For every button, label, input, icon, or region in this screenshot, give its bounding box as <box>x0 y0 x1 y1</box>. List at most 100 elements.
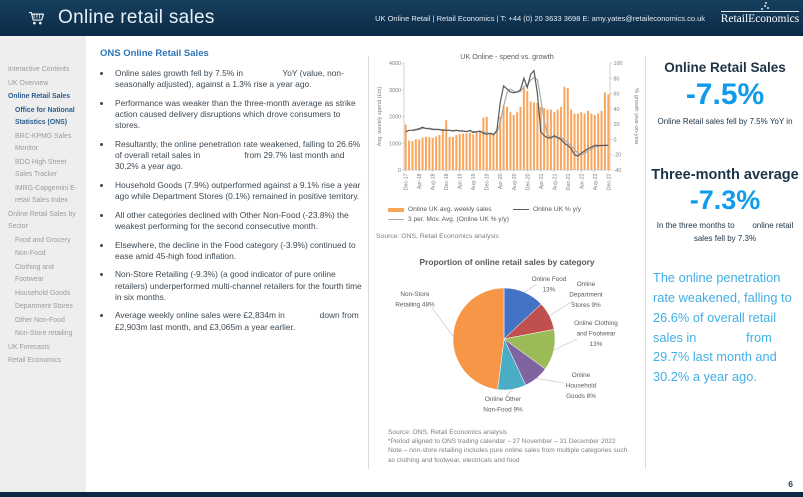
svg-text:UK Online - spend vs. growth: UK Online - spend vs. growth <box>460 52 553 61</box>
svg-text:Aug-19: Aug-19 <box>471 173 477 190</box>
sidebar-item-household-goods[interactable]: Household Goods <box>15 289 71 297</box>
svg-text:Dec-20: Dec-20 <box>525 173 531 190</box>
shopping-cart-icon <box>28 11 45 24</box>
kpi2-caption: In the three months to online retail sal… <box>656 221 794 244</box>
line-series-swatch <box>513 209 529 210</box>
kpi1-title: Online Retail Sales <box>664 60 786 75</box>
svg-text:80: 80 <box>614 76 620 82</box>
section-heading: ONS Online Retail Sales <box>100 48 209 59</box>
spend-vs-growth-chart: UK Online - spend vs. growth010002000300… <box>377 52 639 190</box>
combo-chart-source: Source: ONS, Retail Economics analysis <box>376 233 499 240</box>
bullet-item: All other categories declined with Other… <box>112 210 364 232</box>
charts-section: UK Online - spend vs. growth 0 1000 2000 300… <box>374 50 640 465</box>
sidebar-item-non-food[interactable]: Non-Food <box>15 250 46 257</box>
sidebar-item-non-store-retailing[interactable]: Non-Store retailing <box>15 330 73 337</box>
svg-text:Aug-18: Aug-18 <box>431 173 437 190</box>
pie-chart-title: Proportion of online retail sales by cat… <box>419 257 595 267</box>
kpi2-value: -7.3% <box>689 184 761 215</box>
svg-text:0: 0 <box>614 137 617 143</box>
sidebar-item-brc-kpmg-sales-monitor[interactable]: BRC-KPMG Sales Monitor <box>15 132 72 153</box>
svg-text:Dec-21: Dec-21 <box>566 173 572 190</box>
online-sales-category-pie-chart: Online Food 13%Online Department Stores 9% O… <box>395 276 618 414</box>
legend-label-moving-average: 3 per. Mov. Avg. (Online UK % y/y) <box>408 216 509 223</box>
svg-text:Dec-22: Dec-22 <box>606 173 612 190</box>
page-title: Online retail sales <box>58 7 215 28</box>
sidebar-navigation: Interactive Contents UK Overview Online Re… <box>0 36 86 492</box>
legend-label-growth: Online UK % y/y <box>533 206 582 213</box>
kpi2-title: Three-month average <box>651 166 799 183</box>
legend-label-bars: Online UK avg. weekly sales <box>408 206 492 213</box>
svg-text:1000: 1000 <box>389 141 401 147</box>
moving-average-swatch <box>388 219 404 220</box>
svg-text:Apr-20: Apr-20 <box>498 173 504 189</box>
sidebar-item-uk-forecasts[interactable]: UK Forecasts <box>8 343 50 351</box>
footnote-line: Note – non-store retailing includes pure… <box>388 447 628 464</box>
sidebar-item-office-for-national-statistics-ons[interactable]: Office for National Statistics (ONS) <box>15 106 75 127</box>
sidebar-item-interactive-contents[interactable]: Interactive Contents <box>8 66 70 73</box>
footnote-line: Source: ONS, Retail Economics analysis <box>388 429 508 436</box>
vertical-divider-right <box>645 56 646 469</box>
bullet-list: Online sales growth fell by 7.5% in YoY … <box>100 68 364 333</box>
penetration-highlight-text: The online penetration rate weakened, fa… <box>653 270 792 385</box>
sidebar-item-bdo-high-street-sales-tracker[interactable]: BDO High Street Sales Tracker <box>15 158 67 179</box>
sidebar-item-retail-economics[interactable]: Retail Economics <box>8 357 62 364</box>
svg-text:-40: -40 <box>614 168 622 174</box>
logo-dots-icon <box>764 5 766 7</box>
svg-text:Apr-21: Apr-21 <box>539 173 545 189</box>
svg-text:Dec-17: Dec-17 <box>404 173 410 190</box>
sidebar-item-online-retail-sales-by-sector[interactable]: Online Retail Sales by Sector <box>8 210 76 231</box>
svg-text:3000: 3000 <box>389 88 401 94</box>
retail-economics-logo: RetailEconomics <box>717 0 803 36</box>
commentary-section: ONS Online Retail Sales Online sales gro… <box>100 48 364 340</box>
svg-text:Dec-19: Dec-19 <box>485 173 491 190</box>
svg-text:Aug-21: Aug-21 <box>552 173 558 190</box>
bullet-item: Non-Store Retailing (-9.3%) (a good indi… <box>112 269 364 303</box>
sidebar-item-imrg-capgemini-e-retail-sales-index[interactable]: IMRG-Capgemini E-retail Sales Index <box>15 184 78 205</box>
sidebar-item-food-and-grocery[interactable]: Food and Grocery <box>15 236 71 244</box>
bullet-item: Household Goods (7.9%) outperformed agai… <box>112 180 364 202</box>
sidebar-item-department-stores[interactable]: Department Stores <box>15 303 73 310</box>
bullet-item: Elsewhere, the decline in the Food categ… <box>112 240 364 262</box>
svg-text:Aug-20: Aug-20 <box>512 173 518 190</box>
svg-text:2000: 2000 <box>389 115 401 121</box>
svg-text:% growth year-on-year: % growth year-on-year <box>633 88 639 145</box>
sidebar-item-clothing-and-footwear[interactable]: Clothing and Footwear <box>15 263 54 284</box>
sidebar-item-other-non-food[interactable]: Other Non-Food <box>15 316 65 324</box>
kpi1-value: -7.5% <box>685 78 765 111</box>
combo-chart-legend: Online UK avg. weekly sales Online UK % … <box>374 206 640 223</box>
footnote-line: *Period aligned to ONS trading calendar … <box>388 438 616 446</box>
page-number: 6 <box>788 479 793 489</box>
svg-text:Apr-18: Apr-18 <box>417 173 423 189</box>
svg-text:Apr-19: Apr-19 <box>458 173 464 189</box>
svg-text:Avg. weekly spend (£m): Avg. weekly spend (£m) <box>377 87 383 147</box>
header-contact-info: UK Online Retail | Retail Economics | T:… <box>375 13 705 23</box>
svg-text:Apr-22: Apr-22 <box>579 173 585 189</box>
footer-bar <box>0 492 803 497</box>
sidebar-item-online-retail-sales[interactable]: Online Retail Sales <box>8 93 71 100</box>
kpi-panel: Online Retail Sales -7.5% Online Retail … <box>651 60 799 387</box>
bullet-item: Performance was weaker than the three-mo… <box>112 98 364 132</box>
svg-text:40: 40 <box>614 107 620 113</box>
bar-series-swatch <box>388 207 404 212</box>
svg-text:0: 0 <box>398 168 401 174</box>
svg-text:100: 100 <box>614 61 623 67</box>
bullet-item: Resultantly, the online penetration rate… <box>112 139 364 173</box>
footnotes: Source: ONS, Retail Economics analysis *P… <box>374 428 640 465</box>
bullet-item: Online sales growth fell by 7.5% in YoY … <box>112 68 364 90</box>
svg-text:Dec-18: Dec-18 <box>444 173 450 190</box>
kpi1-caption: Online Retail sales fell by 7.5% YoY in <box>657 117 793 126</box>
sidebar-item-uk-overview[interactable]: UK Overview <box>8 79 49 87</box>
svg-text:60: 60 <box>614 92 620 98</box>
svg-text:-20: -20 <box>614 153 622 159</box>
svg-text:20: 20 <box>614 122 620 128</box>
bullet-item: Average weekly online sales were £2,834m… <box>112 310 364 332</box>
svg-text:Aug-22: Aug-22 <box>593 173 599 190</box>
header-bar: Online retail sales UK Online Retail | R… <box>0 0 803 36</box>
svg-text:4000: 4000 <box>389 61 401 67</box>
